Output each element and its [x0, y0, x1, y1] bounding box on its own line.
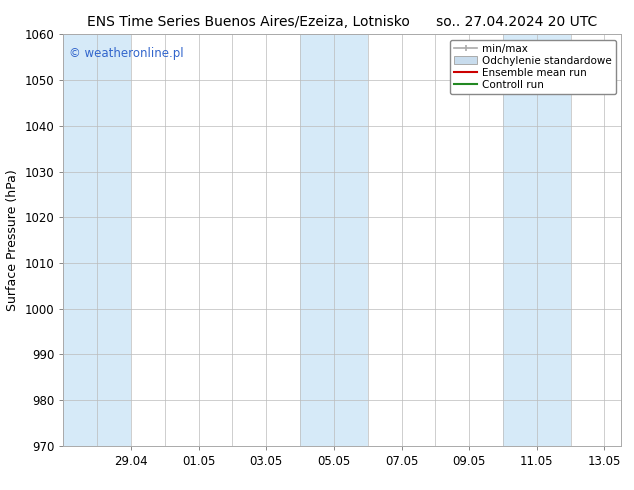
Text: © weatheronline.pl: © weatheronline.pl: [69, 47, 184, 60]
Bar: [63, 34, 131, 446]
Title: ENS Time Series Buenos Aires/Ezeiza, Lotnisko      so.. 27.04.2024 20 UTC: ENS Time Series Buenos Aires/Ezeiza, Lot…: [87, 15, 597, 29]
Legend: min/max, Odchylenie standardowe, Ensemble mean run, Controll run: min/max, Odchylenie standardowe, Ensembl…: [450, 40, 616, 94]
Bar: [300, 34, 368, 446]
Bar: [503, 34, 571, 446]
Y-axis label: Surface Pressure (hPa): Surface Pressure (hPa): [6, 169, 19, 311]
